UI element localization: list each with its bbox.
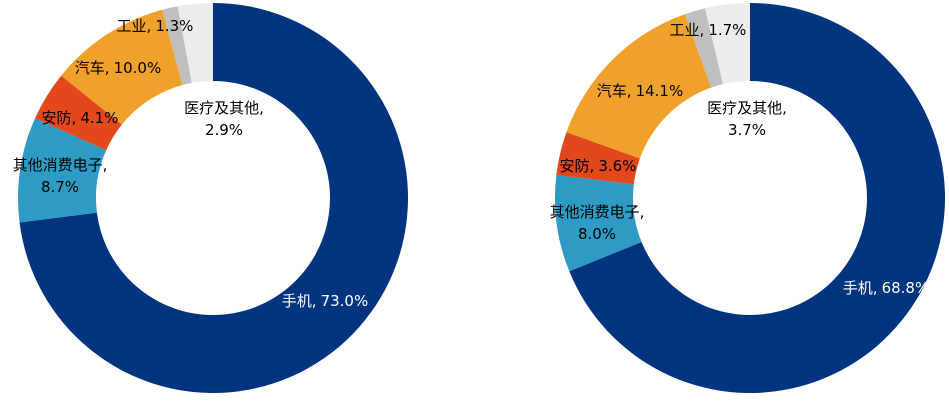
data-label: 汽车, 14.1% xyxy=(597,82,683,100)
label-value: 8.7% xyxy=(41,178,79,196)
data-label: 工业, 1.3% xyxy=(117,17,194,35)
data-label: 安防, 3.6% xyxy=(560,157,637,175)
donut-slice xyxy=(19,3,408,393)
label-value: 4.1% xyxy=(80,109,118,127)
label-category: 安防, xyxy=(42,109,77,127)
label-value: 68.8% xyxy=(882,279,930,297)
donut-slice xyxy=(18,118,107,223)
label-category: 医疗及其他, xyxy=(707,99,787,117)
data-label: 手机, 68.8% xyxy=(843,279,929,297)
label-value: 3.7% xyxy=(728,121,766,139)
label-category: 工业, xyxy=(670,21,705,39)
donut-slice xyxy=(705,2,750,85)
donut-slice xyxy=(569,3,946,394)
data-label: 医疗及其他, 3.7% xyxy=(707,99,787,139)
label-category: 汽车, xyxy=(597,82,632,100)
data-label: 医疗及其他, 2.9% xyxy=(184,99,264,139)
donut-slice xyxy=(555,175,642,272)
label-value: 73.0% xyxy=(321,292,369,310)
donut-slice xyxy=(61,9,183,125)
data-label: 安防, 4.1% xyxy=(42,109,119,127)
data-label: 其他消费电子, 8.0% xyxy=(550,203,645,243)
label-category: 其他消费电子, xyxy=(550,203,645,221)
donut-slice xyxy=(162,6,192,86)
label-value: 14.1% xyxy=(636,82,684,100)
label-value: 1.7% xyxy=(708,21,746,39)
donut-slice xyxy=(35,75,122,151)
data-label: 工业, 1.7% xyxy=(670,21,747,39)
label-value: 8.0% xyxy=(578,225,616,243)
donut-slice xyxy=(177,3,213,83)
data-label: 手机, 73.0% xyxy=(282,292,368,310)
label-category: 工业, xyxy=(117,17,152,35)
label-category: 其他消费电子, xyxy=(13,156,108,174)
label-value: 10.0% xyxy=(114,59,162,77)
label-value: 1.3% xyxy=(155,17,193,35)
label-category: 医疗及其他, xyxy=(184,99,264,117)
donut-slice xyxy=(566,14,712,159)
label-category: 汽车, xyxy=(75,59,110,77)
label-value: 2.9% xyxy=(205,121,243,139)
label-category: 手机, xyxy=(843,279,878,297)
data-label: 汽车, 10.0% xyxy=(75,59,161,77)
label-category: 手机, xyxy=(282,292,317,310)
donut-slice xyxy=(685,8,724,88)
label-category: 安防, xyxy=(560,157,595,175)
label-value: 3.6% xyxy=(598,157,636,175)
donut-slice xyxy=(556,132,640,185)
data-label: 其他消费电子, 8.7% xyxy=(13,156,108,196)
